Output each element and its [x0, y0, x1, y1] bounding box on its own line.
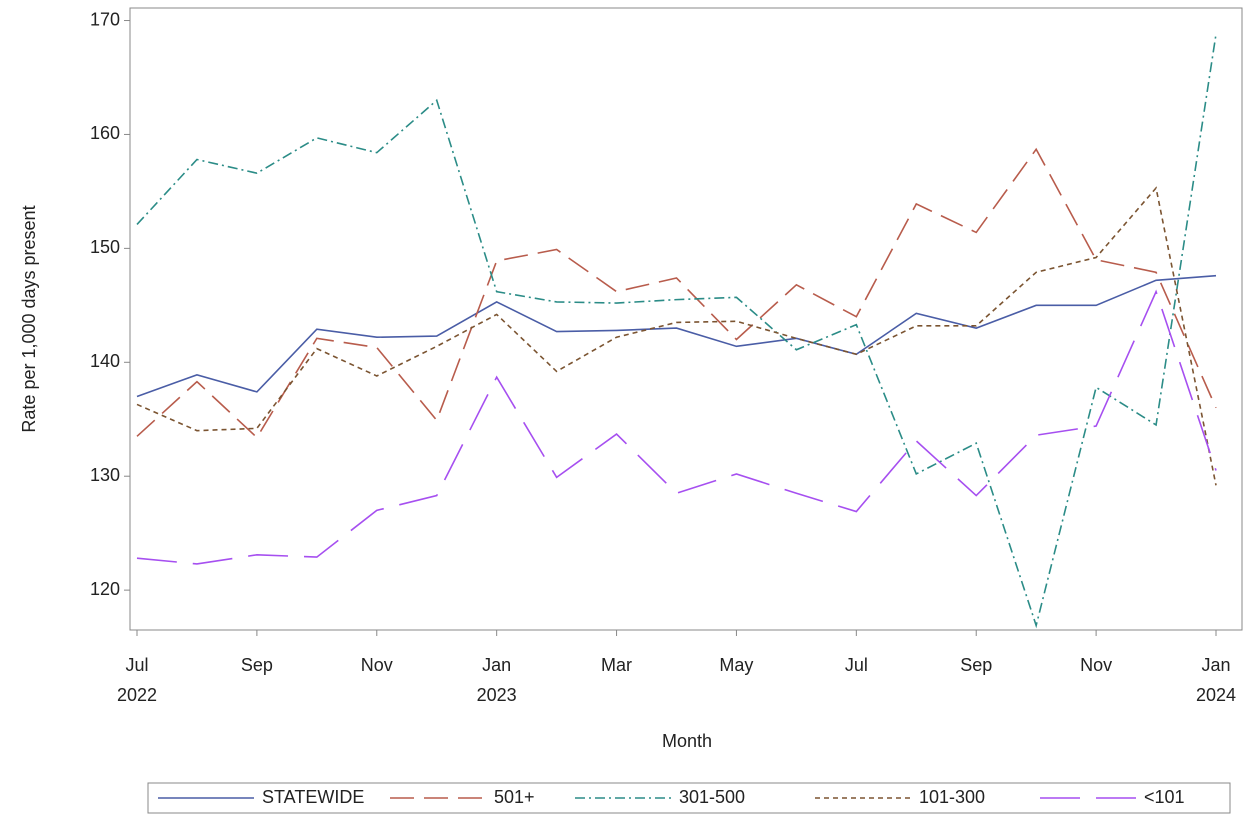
x-tick-label: Jul: [844, 655, 868, 675]
legend-label: <101: [1144, 787, 1185, 807]
y-tick-label: 150: [90, 237, 120, 257]
x-tick-label: Nov: [1080, 655, 1113, 675]
y-tick-label: 120: [90, 579, 120, 599]
x-tick-label: Mar: [601, 655, 633, 675]
y-axis-title: Rate per 1,000 days present: [19, 205, 39, 432]
legend-label: 301-500: [679, 787, 745, 807]
legend-label: 101-300: [919, 787, 985, 807]
x-tick-label: Jan 2023: [476, 655, 517, 705]
legend-label: 501+: [494, 787, 535, 807]
series-line: [136, 274, 1217, 398]
legend-label: STATEWIDE: [262, 787, 364, 807]
x-tick-label: Nov: [360, 655, 393, 675]
x-tick-label: Jul 2022: [116, 655, 158, 705]
x-axis-title: Month: [662, 731, 712, 751]
plot-frame: [129, 7, 1243, 631]
y-tick-label: 140: [90, 351, 120, 371]
series-line: [136, 34, 1217, 629]
series-line: [136, 147, 1217, 439]
x-tick-label: May: [719, 655, 754, 675]
y-tick-label: 160: [90, 123, 120, 143]
x-tick-label: Jan 2024: [1195, 655, 1237, 705]
y-tick-label: 170: [90, 9, 120, 29]
series-line: [136, 186, 1217, 486]
y-tick-label: 130: [90, 465, 120, 485]
x-tick-label: Sep: [240, 655, 273, 675]
x-tick-label: Sep: [960, 655, 993, 675]
series-line: [136, 289, 1217, 565]
legend-frame: [147, 782, 1231, 814]
